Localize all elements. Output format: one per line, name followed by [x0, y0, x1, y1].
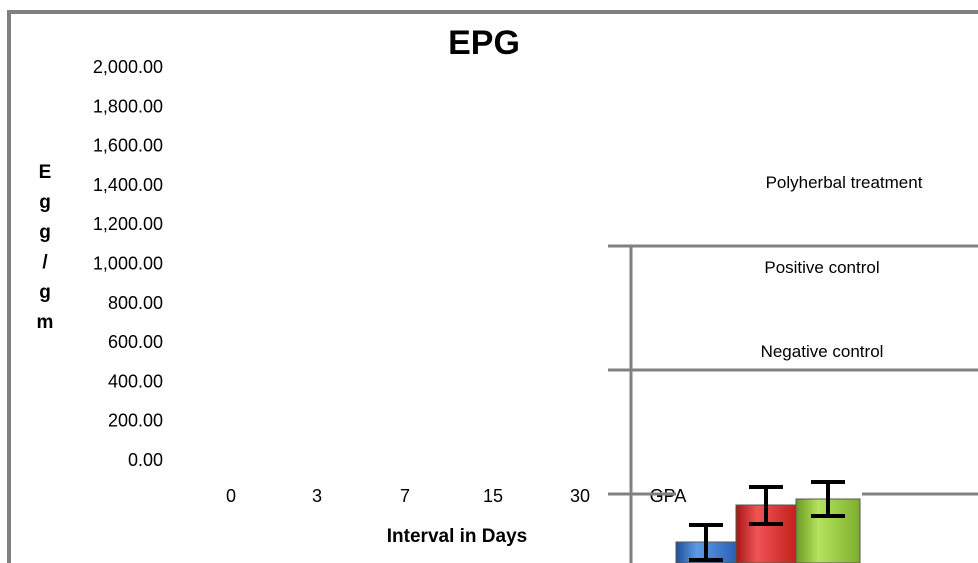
- y-axis-title-char: /: [42, 252, 48, 273]
- y-tick-label: 1,400.00: [93, 175, 163, 195]
- x-axis-categories: 0 3 7 15 30 GPA: [226, 486, 686, 506]
- x-category-label: 0: [226, 486, 236, 506]
- x-category-label: 15: [483, 486, 503, 506]
- chart-frame: [7, 10, 978, 563]
- chart-title: EPG: [448, 24, 520, 62]
- y-tick-label: 1,200.00: [93, 214, 163, 234]
- y-tick-label: 800.00: [108, 293, 163, 313]
- inset-bars: [675, 480, 861, 563]
- x-axis-title: Interval in Days: [387, 526, 527, 547]
- error-bar: [811, 480, 845, 518]
- y-axis-ticks: 2,000.00 1,800.00 1,600.00 1,400.00 1,200.00…: [93, 57, 163, 470]
- error-bar: [749, 485, 783, 526]
- x-category-label: 30: [570, 486, 590, 506]
- y-axis-title-char: g: [39, 192, 51, 213]
- y-axis-title: Egg/gm: [37, 162, 54, 333]
- x-category-label: GPA: [650, 486, 687, 506]
- y-tick-label: 2,000.00: [93, 57, 163, 77]
- legend: Polyherbal treatment Positive control Nega…: [761, 173, 923, 361]
- y-tick-label: 1,600.00: [93, 136, 163, 156]
- y-axis-title-char: E: [39, 162, 52, 183]
- y-axis-title-char: m: [37, 312, 54, 333]
- legend-entry: Positive control: [764, 258, 879, 277]
- y-tick-label: 600.00: [108, 332, 163, 352]
- legend-entry: Negative control: [761, 342, 884, 361]
- x-category-label: 7: [400, 486, 410, 506]
- y-tick-label: 1,800.00: [93, 96, 163, 116]
- y-axis-title-char: g: [39, 282, 51, 303]
- x-category-label: 3: [312, 486, 322, 506]
- y-axis-title-char: g: [39, 222, 51, 243]
- legend-entry: Polyherbal treatment: [766, 173, 923, 192]
- y-tick-label: 200.00: [108, 411, 163, 431]
- error-bar: [689, 523, 723, 562]
- inset-frame: [608, 244, 978, 563]
- y-tick-label: 1,000.00: [93, 254, 163, 274]
- y-tick-label: 400.00: [108, 371, 163, 391]
- y-tick-label: 0.00: [128, 450, 163, 470]
